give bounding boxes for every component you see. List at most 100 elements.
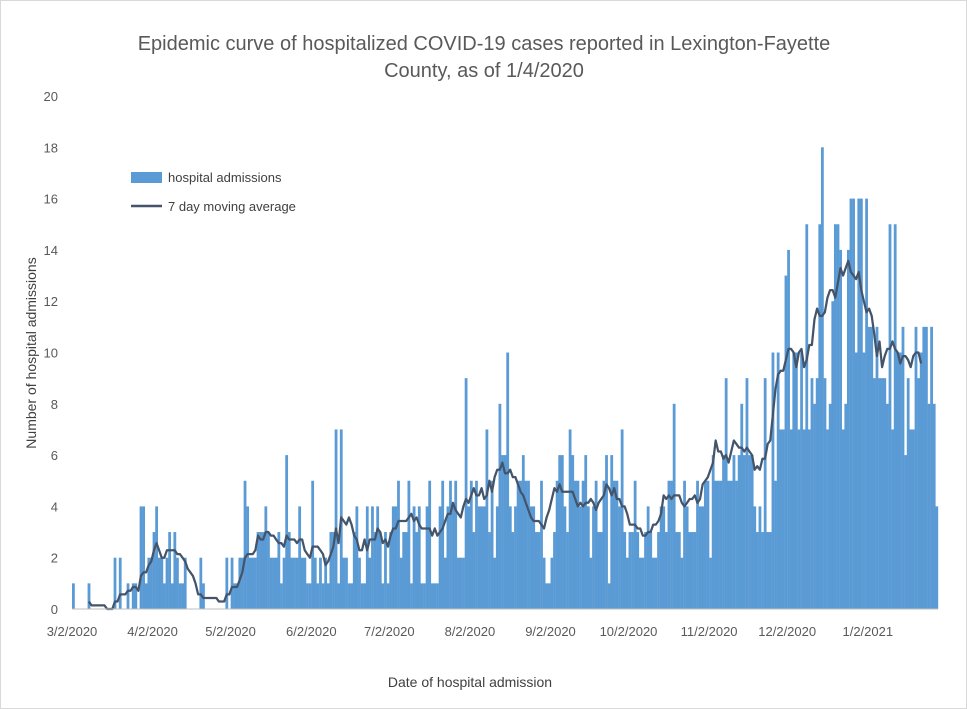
admission-bar — [854, 352, 858, 609]
admission-bar — [199, 557, 203, 609]
x-tick-label: 10/2/2020 — [600, 624, 658, 639]
admission-bar — [623, 532, 627, 609]
admission-bar — [683, 480, 686, 609]
admission-bar — [251, 557, 255, 609]
admission-bar — [865, 198, 868, 609]
admission-bar — [917, 378, 920, 609]
admission-bar — [404, 532, 408, 609]
admission-bar — [326, 583, 330, 609]
admission-bar — [631, 532, 634, 609]
admission-bar — [399, 557, 403, 609]
admission-bar — [529, 506, 533, 609]
admission-bar — [893, 224, 897, 609]
admission-bar — [828, 403, 832, 609]
moving-average-line-group — [87, 259, 923, 611]
admission-bar — [402, 532, 406, 609]
admission-bar — [909, 429, 913, 609]
admission-bar — [113, 557, 117, 609]
admission-bar — [272, 557, 276, 609]
y-tick-label: 20 — [44, 89, 58, 104]
admission-bar — [633, 480, 637, 609]
admission-bar — [144, 583, 148, 609]
x-tick-label: 3/2/2020 — [47, 624, 98, 639]
admission-bar — [436, 583, 439, 609]
admission-bar — [425, 506, 429, 609]
admission-bar — [150, 557, 153, 609]
admission-bar — [264, 506, 268, 609]
admission-bar — [563, 506, 567, 609]
admission-bar — [880, 378, 884, 609]
admission-bar — [371, 506, 374, 609]
admission-bar — [805, 224, 809, 609]
admission-bar — [597, 532, 601, 609]
legend-swatch-bars — [131, 172, 162, 183]
admission-bar — [727, 480, 731, 609]
x-tick-label: 1/2/2021 — [842, 624, 893, 639]
admission-bar — [87, 583, 91, 609]
admission-bar — [451, 506, 455, 609]
admission-bar — [555, 480, 559, 609]
admission-bar — [672, 403, 676, 609]
admission-bar — [724, 378, 728, 609]
admission-bar — [693, 532, 697, 609]
admission-bar — [389, 532, 393, 609]
admission-bar — [368, 557, 372, 609]
admission-bar — [386, 583, 390, 609]
admission-bar — [566, 532, 569, 609]
y-tick-label: 16 — [44, 192, 58, 207]
admission-bar — [540, 480, 543, 609]
admission-bar — [807, 429, 811, 609]
admission-bar — [454, 480, 458, 609]
admission-bar — [867, 326, 871, 609]
admission-bar — [911, 429, 915, 609]
admission-bar — [722, 455, 725, 609]
admission-bar — [547, 583, 551, 609]
admission-bar — [267, 532, 270, 609]
admission-bar — [358, 557, 361, 609]
admission-bar — [170, 583, 174, 609]
admission-bar — [802, 429, 806, 609]
x-tick-label: 6/2/2020 — [286, 624, 337, 639]
admission-bar — [534, 532, 538, 609]
y-tick-label: 6 — [51, 448, 58, 463]
admission-bar — [537, 532, 541, 609]
admission-bar — [836, 224, 840, 609]
admission-bar — [417, 506, 421, 609]
admission-bar — [225, 557, 229, 609]
admission-bar — [550, 557, 554, 609]
admission-bar — [329, 532, 333, 609]
admission-bar — [779, 429, 783, 609]
admission-bar — [407, 480, 411, 609]
admission-bar — [202, 583, 205, 609]
admission-bar — [646, 506, 650, 609]
admission-bar — [599, 532, 603, 609]
admission-bar — [165, 557, 169, 609]
admission-bar — [118, 557, 122, 609]
admission-bar — [615, 480, 619, 609]
admission-bar — [524, 480, 528, 609]
admission-bar — [706, 480, 710, 609]
admission-bar — [464, 378, 468, 609]
admission-bar — [160, 557, 164, 609]
admission-bar — [256, 532, 260, 609]
admission-bar — [238, 557, 242, 609]
admission-bar — [446, 506, 450, 609]
admission-bar — [157, 557, 161, 609]
admission-bar — [462, 557, 465, 609]
admission-bar — [147, 557, 151, 609]
admission-bar — [324, 557, 328, 609]
admission-bar — [839, 249, 842, 609]
admission-bar — [737, 455, 741, 609]
admission-bar — [820, 147, 824, 610]
admission-bar — [906, 378, 910, 609]
admission-bar — [300, 557, 304, 609]
admission-bar — [423, 583, 426, 609]
legend-label-bars: hospital admissions — [168, 170, 282, 185]
admission-bar — [740, 403, 744, 609]
chart-title-line-1: Epidemic curve of hospitalized COVID-19 … — [138, 33, 831, 55]
admission-bar — [792, 352, 796, 609]
admission-bar — [246, 506, 250, 609]
admission-bar — [568, 429, 572, 609]
admission-bar — [768, 532, 772, 609]
